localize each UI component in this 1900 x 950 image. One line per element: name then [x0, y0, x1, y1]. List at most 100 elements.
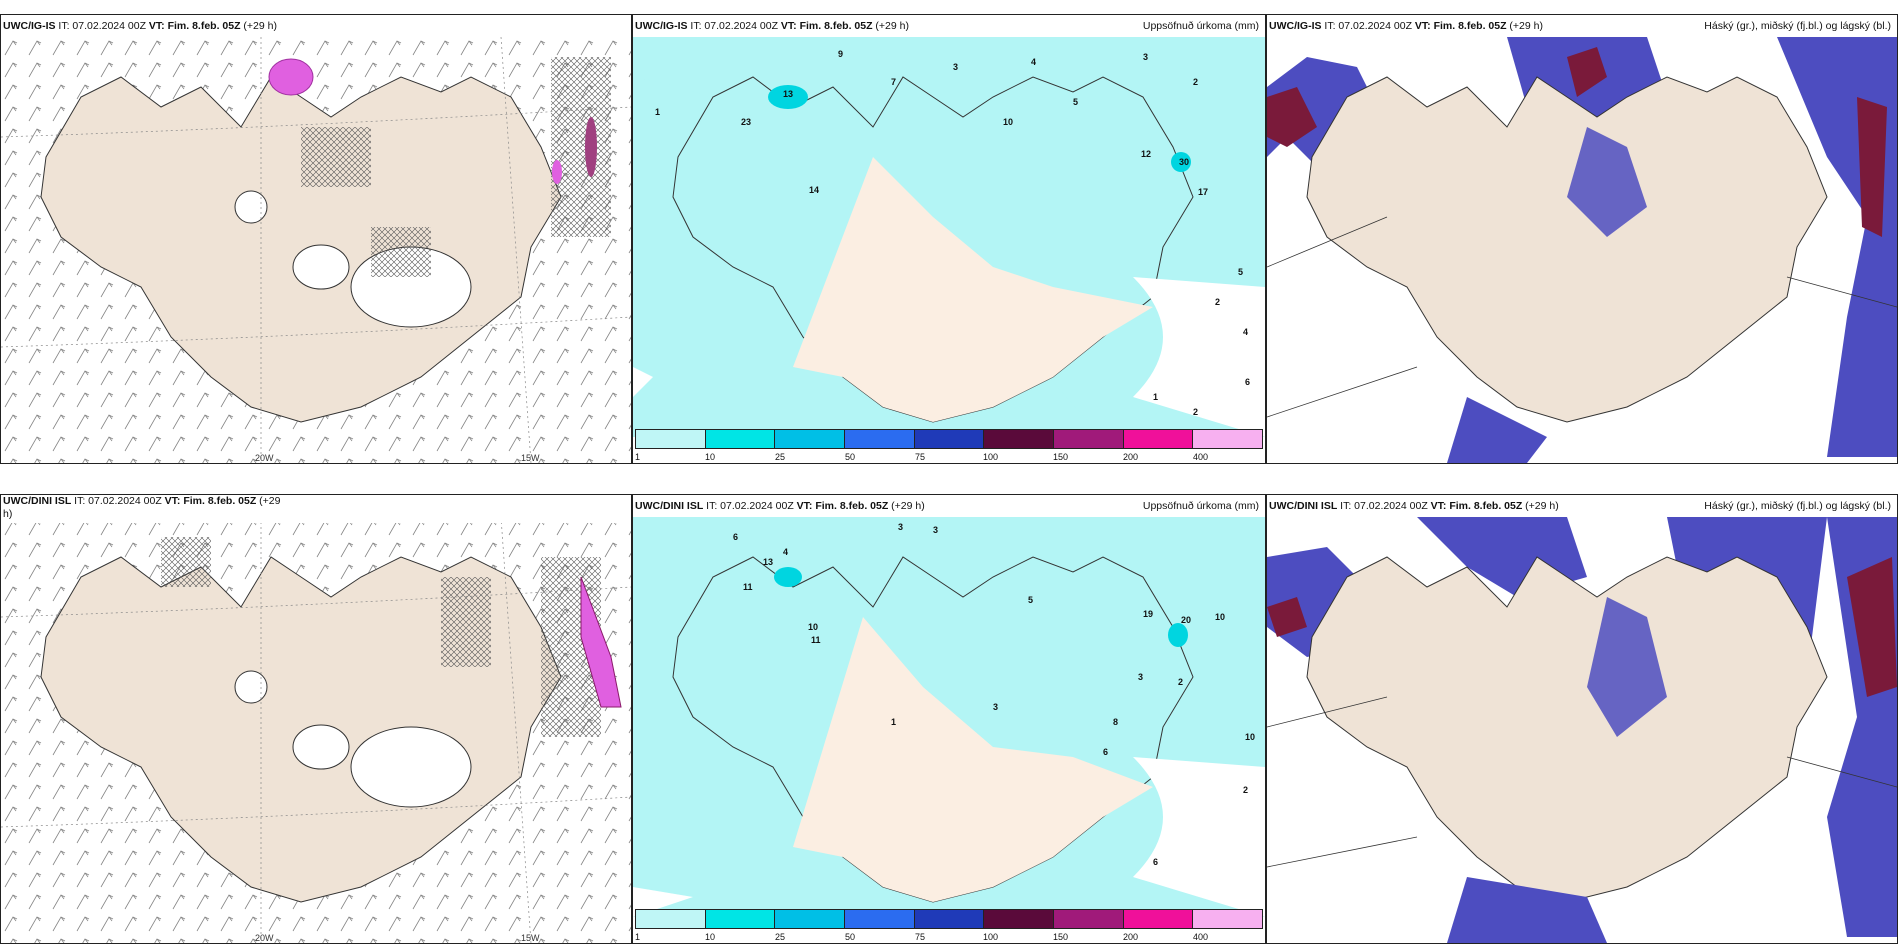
map-area: 3 3 6 4 13 11 10 11 5 10 20 19 3 2 8 6 1… — [633, 517, 1265, 943]
precip-value: 12 — [1141, 149, 1152, 159]
lead-time: (+29 h) — [1522, 500, 1559, 512]
precip-value: 8 — [1113, 717, 1119, 727]
precip-value: 3 — [898, 522, 904, 532]
colorbar-tick: 200 — [1123, 932, 1139, 942]
valid-time: VT: Fim. 8.feb. 05Z — [148, 20, 241, 32]
iceland-precip-map — [633, 37, 1265, 437]
panel-header: UWC/DINI ISL IT: 07.02.2024 00Z VT: Fim.… — [633, 495, 1265, 517]
precip-value: 3 — [953, 62, 959, 72]
precip-value: 19 — [1143, 609, 1154, 619]
colorbar-tick: 1 — [635, 932, 641, 942]
colorbar-tick: 400 — [1193, 932, 1209, 942]
precip-value: 10 — [1215, 612, 1226, 622]
precip-value: 1 — [655, 107, 661, 117]
precip-value: 5 — [1238, 267, 1244, 277]
lead-time-wrap: h) — [3, 508, 13, 520]
colorbar-tick: 100 — [983, 452, 999, 462]
precip-value: 1 — [891, 717, 897, 727]
init-time: IT: 07.02.2024 00Z — [1337, 500, 1431, 512]
model-name: UWC/IG-IS — [1269, 20, 1322, 32]
precip-map-panel-top: UWC/IG-IS IT: 07.02.2024 00Z VT: Fim. 8.… — [632, 14, 1266, 464]
precip-value: 4 — [783, 547, 789, 557]
panel-header: UWC/DINI ISL IT: 07.02.2024 00Z VT: Fim.… — [1, 495, 631, 523]
valid-time: VT: Fim. 8.feb. 05Z — [1414, 20, 1507, 32]
precip-value: 3 — [933, 525, 939, 535]
colorbar-tick: 400 — [1193, 452, 1209, 462]
precip-value: 20 — [1181, 615, 1192, 625]
colorbar-tick: 25 — [775, 452, 786, 462]
colorbar-tick: 50 — [845, 452, 856, 462]
precip-value: 3 — [1138, 672, 1144, 682]
lead-time: (+29 h) — [888, 500, 925, 512]
precip-value: 13 — [783, 89, 794, 99]
field-title: Háský (gr.), miðský (fj.bl.) og lágský (… — [1704, 20, 1891, 32]
model-name: UWC/DINI ISL — [635, 500, 704, 512]
cloud-map-panel-bottom: UWC/DINI ISL IT: 07.02.2024 00Z VT: Fim.… — [1266, 494, 1898, 944]
colorbar-tick: 150 — [1053, 452, 1069, 462]
map-area — [1267, 517, 1897, 943]
panel-header: UWC/IG-IS IT: 07.02.2024 00Z VT: Fim. 8.… — [1, 15, 631, 37]
init-time: IT: 07.02.2024 00Z — [703, 500, 797, 512]
precip-colorbar — [635, 909, 1263, 929]
precip-value: 1 — [1153, 392, 1159, 402]
colorbar-tick: 25 — [775, 932, 786, 942]
precip-value: 2 — [1193, 407, 1199, 417]
map-area: 20W 15W — [1, 517, 631, 943]
field-title: Uppsöfnuð úrkoma (mm) — [1142, 500, 1259, 512]
precip-value: 10 — [1245, 732, 1256, 742]
lead-time: (+29 h) — [240, 20, 277, 32]
lead-time: (+29 — [256, 495, 281, 507]
init-time: IT: 07.02.2024 00Z — [71, 495, 165, 507]
precip-value: 4 — [1031, 57, 1037, 67]
precip-value: 6 — [1103, 747, 1109, 757]
precip-value: 7 — [891, 77, 897, 87]
precip-value: 13 — [763, 557, 774, 567]
colorbar-tick: 10 — [705, 932, 716, 942]
init-time: IT: 07.02.2024 00Z — [55, 20, 149, 32]
init-time: IT: 07.02.2024 00Z — [687, 20, 781, 32]
axis-label-15w: 15W — [521, 933, 540, 943]
precip-value: 6 — [1245, 377, 1251, 387]
precip-map-panel-bottom: UWC/DINI ISL IT: 07.02.2024 00Z VT: Fim.… — [632, 494, 1266, 944]
axis-label-20w: 20W — [255, 933, 274, 943]
lead-time: (+29 h) — [872, 20, 909, 32]
colorbar-tick: 100 — [983, 932, 999, 942]
precip-value: 10 — [808, 622, 819, 632]
precip-value: 3 — [993, 702, 999, 712]
iceland-wind-map — [1, 37, 631, 463]
panel-header: UWC/IG-IS IT: 07.02.2024 00Z VT: Fim. 8.… — [1267, 15, 1897, 37]
panel-header: UWC/DINI ISL IT: 07.02.2024 00Z VT: Fim.… — [1267, 495, 1897, 517]
field-title: Háský (gr.), miðský (fj.bl.) og lágský (… — [1704, 500, 1891, 512]
precip-value: 2 — [1193, 77, 1199, 87]
precip-value: 6 — [733, 532, 739, 542]
init-time: IT: 07.02.2024 00Z — [1321, 20, 1415, 32]
precip-value: 14 — [809, 185, 820, 195]
precip-value: 3 — [1143, 52, 1149, 62]
lead-time: (+29 h) — [1506, 20, 1543, 32]
model-name: UWC/DINI ISL — [3, 495, 72, 507]
colorbar-tick: 75 — [915, 452, 926, 462]
precip-value: 23 — [741, 117, 752, 127]
colorbar-tick: 200 — [1123, 452, 1139, 462]
precip-value: 2 — [1178, 677, 1184, 687]
precip-value: 11 — [743, 582, 753, 592]
axis-label-15w: 15W — [521, 453, 540, 463]
iceland-wind-map — [1, 517, 631, 943]
iceland-cloud-map — [1267, 517, 1897, 943]
model-name: UWC/IG-IS — [3, 20, 56, 32]
precip-value: 11 — [811, 635, 821, 645]
wind-map-panel-bottom: UWC/DINI ISL IT: 07.02.2024 00Z VT: Fim.… — [0, 494, 632, 944]
colorbar-tick: 10 — [705, 452, 716, 462]
valid-time: VT: Fim. 8.feb. 05Z — [796, 500, 889, 512]
axis-label-20w: 20W — [255, 453, 274, 463]
precip-value: 5 — [1073, 97, 1079, 107]
precip-value: 9 — [838, 49, 844, 59]
map-area: 20W 15W — [1, 37, 631, 463]
colorbar-tick: 50 — [845, 932, 856, 942]
map-area — [1267, 37, 1897, 463]
precip-value: 30 — [1179, 157, 1190, 167]
precip-colorbar — [635, 429, 1263, 449]
precip-value: 6 — [1153, 857, 1159, 867]
field-title: Uppsöfnuð úrkoma (mm) — [1142, 20, 1259, 32]
iceland-cloud-map — [1267, 37, 1897, 463]
